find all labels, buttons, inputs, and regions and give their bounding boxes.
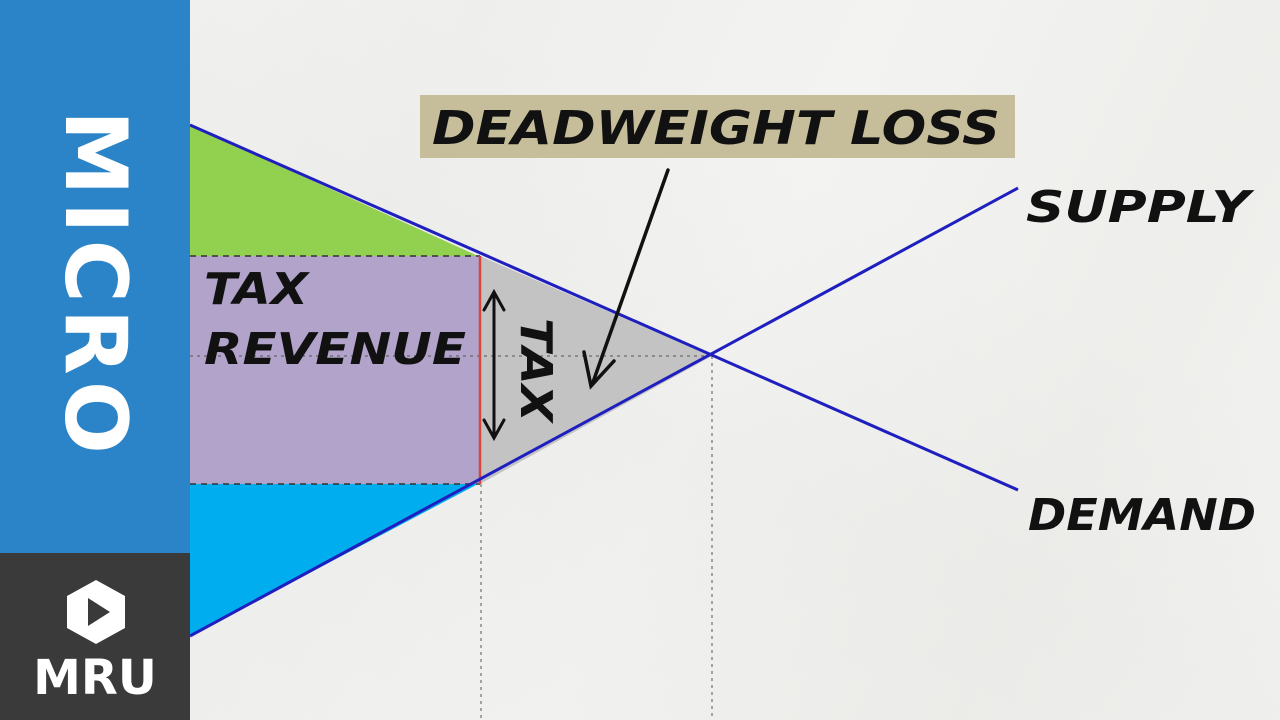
tax-revenue-label-line2: REVENUE (204, 324, 466, 375)
demand-label: DEMAND (1028, 490, 1256, 541)
deadweight-loss-callout-box (420, 95, 1015, 158)
play-hexagon-icon (67, 580, 125, 644)
deadweight-loss-pointer-arrow (582, 168, 670, 390)
deadweight-loss-label: DEADWEIGHT LOSS (432, 101, 1000, 155)
demand-curve (189, 123, 1019, 492)
supply-label: SUPPLY (1026, 182, 1255, 233)
tax-revenue-area (190, 256, 480, 484)
tax-revenue-label-line1: TAX (204, 264, 310, 315)
tax-label: TAX (510, 318, 561, 424)
brand-title: MICRO (45, 109, 145, 461)
brand-panel-top (0, 0, 190, 553)
brand-sidebar: MICRO MRU (0, 0, 190, 720)
tax-double-arrow (482, 288, 506, 442)
brand-logo-text: MRU (33, 650, 157, 706)
supply-curve (189, 186, 1019, 638)
